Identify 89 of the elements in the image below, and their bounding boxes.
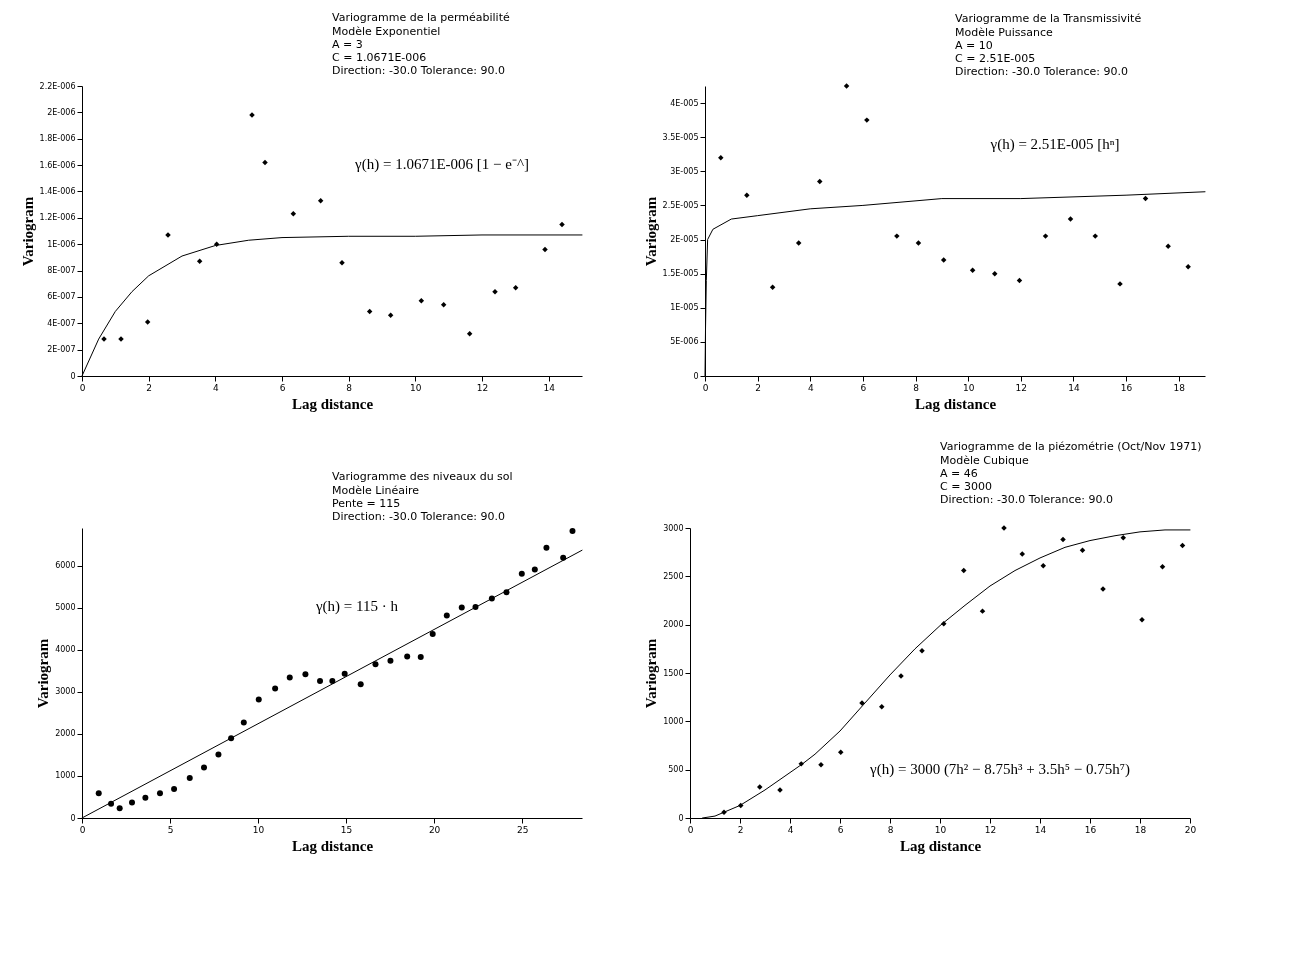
y-tick-label: 2E-005 bbox=[670, 235, 699, 245]
x-tick-label: 20 bbox=[428, 824, 441, 835]
y-axis-title: Variogram bbox=[35, 638, 52, 709]
chart-title: Variogramme de la Transmissivité bbox=[955, 12, 1142, 26]
y-tick-label: 0 bbox=[70, 813, 76, 823]
x-tick-label: 16 bbox=[1084, 824, 1097, 835]
y-tick-label: 5000 bbox=[55, 603, 76, 613]
x-tick-label: 15 bbox=[340, 824, 353, 835]
y-tick-label: 3000 bbox=[663, 523, 684, 533]
annotation: γ(h) = 1.0671E-006 [1 − e⁻^] bbox=[354, 156, 529, 174]
chart-subtitle: Modèle Exponentiel A = 3 C = 1.0671E-006 Direction: -30.0 Tolerance: 90.0 bbox=[332, 25, 506, 77]
x-tick-label: 6 bbox=[837, 824, 844, 835]
chart-title: Variogramme de la piézométrie (Oct/Nov 1971) bbox=[940, 440, 1202, 453]
x-tick-label: 14 bbox=[1034, 824, 1047, 835]
y-tick-label: 2.2E-006 bbox=[39, 81, 76, 91]
x-tick-label: 8 bbox=[913, 382, 920, 393]
y-tick-label: 0 bbox=[678, 813, 684, 823]
chart-subtitle: Modèle Linéaire Pente = 115 Direction: -30.0 Tolerance: 90.0 bbox=[332, 483, 506, 523]
x-tick-label: 18 bbox=[1173, 382, 1186, 393]
y-tick-label: 2000 bbox=[55, 729, 76, 739]
x-tick-label: 6 bbox=[279, 382, 286, 393]
y-tick-label: 3.5E-005 bbox=[662, 132, 699, 142]
x-tick-label: 10 bbox=[962, 382, 975, 393]
y-tick-label: 2500 bbox=[663, 571, 684, 581]
y-tick-label: 6E-007 bbox=[47, 292, 76, 302]
x-tick-label: 8 bbox=[346, 382, 353, 393]
x-tick-label: 10 bbox=[252, 824, 265, 835]
y-tick-label: 1.2E-006 bbox=[39, 213, 76, 223]
x-tick-label: 10 bbox=[934, 824, 947, 835]
y-tick-label: 1.8E-006 bbox=[39, 134, 76, 144]
y-tick-label: 0 bbox=[70, 371, 76, 381]
x-tick-label: 12 bbox=[984, 824, 997, 835]
y-tick-label: 4E-007 bbox=[47, 318, 76, 328]
x-tick-label: 12 bbox=[476, 382, 489, 393]
y-tick-label: 2E-007 bbox=[47, 345, 76, 355]
x-tick-label: 4 bbox=[212, 382, 219, 393]
x-tick-label: 4 bbox=[807, 382, 814, 393]
y-tick-label: 4E-005 bbox=[670, 98, 699, 108]
x-tick-label: 12 bbox=[1015, 382, 1028, 393]
chart-subtitle: Modèle Cubique A = 46 C = 3000 Direction: -30.0 Tolerance: 90.0 bbox=[940, 454, 1114, 506]
x-tick-label: 4 bbox=[787, 824, 794, 835]
y-tick-label: 1500 bbox=[663, 668, 684, 678]
y-axis-title: Variogram bbox=[19, 196, 36, 267]
x-tick-label: 14 bbox=[1068, 382, 1080, 393]
y-tick-label: 2000 bbox=[663, 620, 684, 630]
x-tick-label: 2 bbox=[146, 382, 153, 393]
x-axis-title: Lag distance bbox=[899, 837, 982, 854]
x-tick-label: 0 bbox=[79, 824, 86, 835]
chart-subtitle: Modèle Puissance A = 10 C = 2.51E-005 Direction: -30.0 Tolerance: 90.0 bbox=[955, 26, 1129, 79]
x-tick-label: 0 bbox=[79, 382, 86, 393]
y-tick-label: 8E-007 bbox=[47, 266, 76, 276]
y-tick-label: 5E-006 bbox=[670, 337, 699, 347]
y-tick-label: 2.5E-005 bbox=[662, 200, 699, 210]
y-tick-label: 1.4E-006 bbox=[39, 186, 76, 196]
y-tick-label: 1E-006 bbox=[47, 239, 76, 249]
y-tick-label: 3E-005 bbox=[670, 166, 699, 176]
y-tick-label: 1000 bbox=[55, 771, 76, 781]
x-tick-label: 0 bbox=[702, 382, 709, 393]
y-tick-label: 1000 bbox=[663, 716, 684, 726]
x-tick-label: 2 bbox=[737, 824, 744, 835]
chart-title: Variogramme de la perméabilité bbox=[332, 11, 510, 24]
annotation: γ(h) = 115 · h bbox=[314, 598, 399, 616]
x-tick-label: 8 bbox=[887, 824, 894, 835]
x-tick-label: 6 bbox=[860, 382, 867, 393]
x-axis-title: Lag distance bbox=[914, 395, 997, 412]
x-tick-label: 16 bbox=[1120, 382, 1133, 393]
y-tick-label: 0 bbox=[693, 371, 699, 381]
annotation: γ(h) = 3000 (7h² − 8.75h³ + 3.5h⁵ − 0.75h⁷) bbox=[869, 760, 1130, 778]
x-tick-label: 5 bbox=[167, 824, 174, 835]
x-tick-label: 18 bbox=[1134, 824, 1147, 835]
x-tick-label: 10 bbox=[410, 382, 422, 393]
x-tick-label: 20 bbox=[1184, 824, 1197, 835]
x-axis-title: Lag distance bbox=[291, 395, 374, 412]
chart-title: Variogramme des niveaux du sol bbox=[332, 469, 513, 483]
x-axis-title: Lag distance bbox=[291, 837, 374, 854]
y-tick-label: 4000 bbox=[55, 645, 76, 655]
y-tick-label: 1.6E-006 bbox=[39, 160, 76, 170]
y-tick-label: 500 bbox=[668, 765, 684, 775]
y-tick-label: 6000 bbox=[55, 561, 76, 571]
annotation: γ(h) = 2.51E-005 [hⁿ] bbox=[989, 136, 1120, 153]
x-tick-label: 14 bbox=[543, 382, 556, 393]
y-tick-label: 2E-006 bbox=[47, 107, 76, 117]
y-axis-title: Variogram bbox=[643, 638, 660, 709]
y-tick-label: 3000 bbox=[55, 687, 76, 697]
x-tick-label: 2 bbox=[755, 382, 761, 393]
y-tick-label: 1E-005 bbox=[670, 303, 699, 313]
y-axis-title: Variogram bbox=[642, 196, 659, 267]
x-tick-label: 25 bbox=[516, 824, 529, 835]
y-tick-label: 1.5E-005 bbox=[662, 269, 699, 279]
